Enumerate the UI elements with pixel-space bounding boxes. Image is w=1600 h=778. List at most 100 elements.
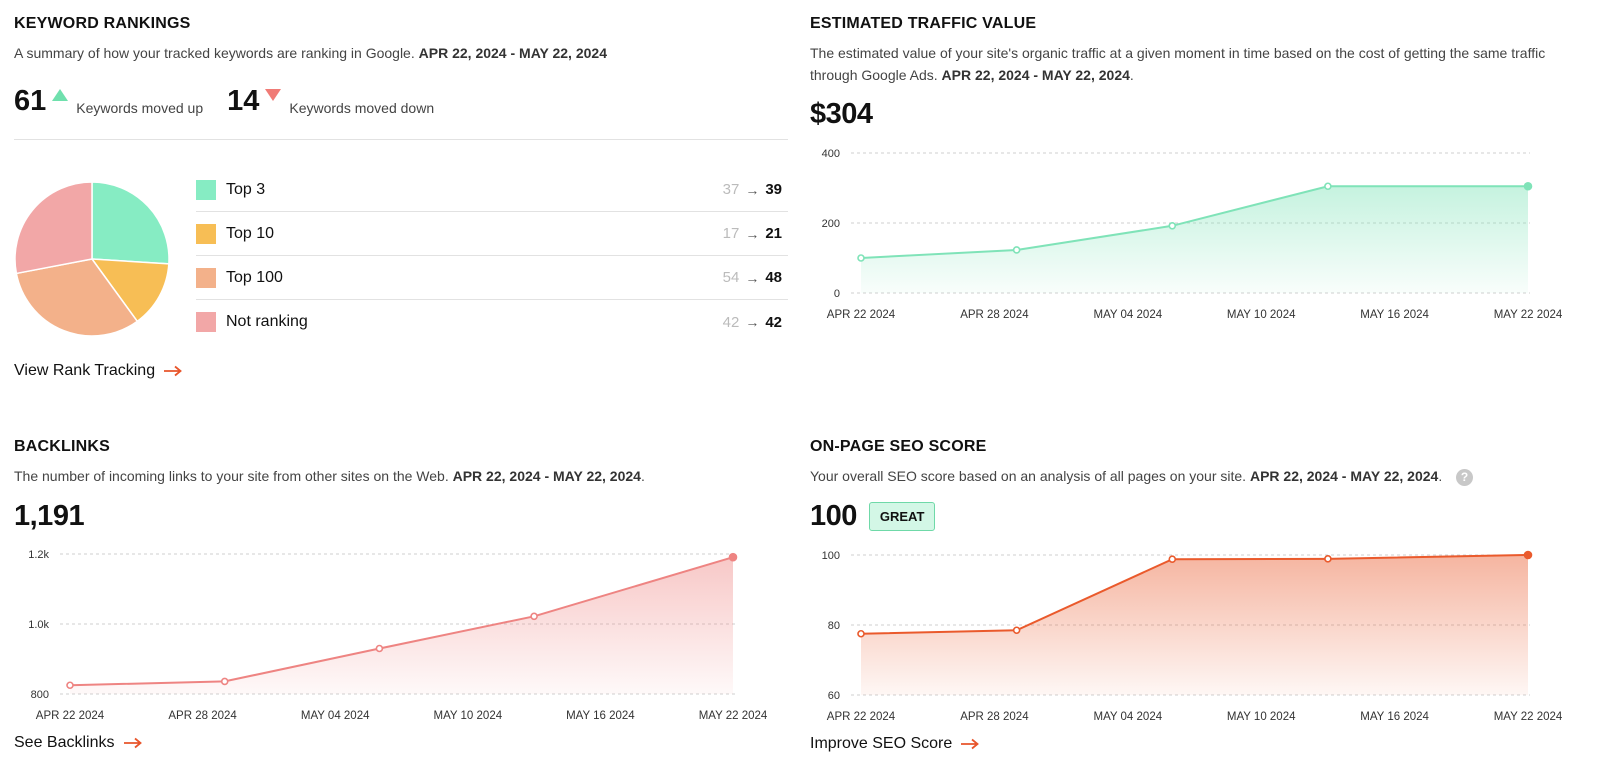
data-point[interactable] — [530, 612, 538, 621]
rank-new-value: 42 — [765, 313, 782, 331]
period: . — [640, 468, 645, 484]
backlinks-panel: BACKLINKS The number of incoming links t… — [14, 438, 790, 778]
x-tick-label: MAY 22 2024 — [1494, 309, 1563, 321]
backlinks-title: BACKLINKS — [14, 438, 111, 455]
y-tick-label: 800 — [31, 689, 49, 701]
keyword-rankings-description: A summary of how your tracked keywords a… — [14, 42, 790, 64]
backlinks-count: 1,191 — [14, 500, 85, 532]
y-tick-label: 1.2k — [28, 549, 49, 561]
x-tick-label: MAY 04 2024 — [1093, 309, 1162, 321]
pie-slice-top-10 — [90, 258, 170, 323]
traffic-value-amount: $304 — [810, 98, 873, 130]
rank-label: Top 3 — [226, 180, 266, 198]
data-point[interactable] — [1324, 182, 1332, 191]
rank-row-top100: Top 100 54 → 48 — [196, 256, 788, 300]
data-point[interactable] — [1523, 181, 1533, 191]
seo-score-row: 100 GREAT — [810, 500, 936, 533]
rank-new-value: 39 — [765, 181, 782, 198]
x-tick-label: APR 22 2024 — [36, 710, 105, 722]
x-tick-label: MAY 10 2024 — [433, 710, 502, 722]
x-tick-label: MAY 16 2024 — [566, 710, 635, 722]
data-point[interactable] — [375, 644, 384, 653]
data-point[interactable] — [857, 254, 865, 262]
top3-swatch — [196, 179, 216, 200]
traffic-date-range: APR 22, 2024 - MAY 22, 2024 — [941, 67, 1130, 83]
arrow-right-icon: → — [745, 181, 760, 198]
rank-label: Top 10 — [226, 224, 275, 242]
x-tick-label: MAY 16 2024 — [1360, 711, 1429, 723]
keyword-rankings-desc-text: A summary of how your tracked keywords a… — [14, 45, 415, 61]
x-tick-label: MAY 10 2024 — [1227, 309, 1296, 321]
data-point[interactable] — [1012, 626, 1021, 635]
rank-old-value: 37 — [722, 181, 740, 198]
moved-down-count: 14 — [227, 85, 260, 117]
moved-down-label: Keywords moved down — [289, 100, 435, 116]
x-tick-label: APR 22 2024 — [827, 711, 896, 723]
y-tick-label: 60 — [828, 690, 840, 702]
traffic-value-title: ESTIMATED TRAFFIC VALUE — [810, 15, 1037, 32]
series-area — [861, 555, 1528, 695]
data-point[interactable] — [1168, 222, 1177, 230]
y-tick-label: 0 — [834, 288, 840, 300]
seo-score-description: Your overall SEO score based on an analy… — [810, 465, 1600, 487]
backlinks-desc-text: The number of incoming links to your sit… — [14, 468, 449, 484]
data-point[interactable] — [220, 677, 229, 686]
keyword-rankings-panel: KEYWORD RANKINGS A summary of how your t… — [14, 15, 790, 395]
seo-score-title: ON-PAGE SEO SCORE — [810, 438, 987, 455]
pie-slice-top-3 — [91, 181, 170, 265]
y-tick-label: 1.0k — [28, 619, 49, 631]
view-rank-tracking-label: View Rank Tracking — [14, 362, 156, 379]
view-rank-tracking-link[interactable]: View Rank Tracking — [14, 362, 183, 380]
seo-date-range: APR 22, 2024 - MAY 22, 2024 — [1249, 468, 1439, 484]
rankings-pie-chart — [14, 181, 170, 337]
x-tick-label: APR 28 2024 — [168, 710, 237, 722]
status-badge: GREAT — [868, 502, 936, 531]
arrow-right-icon — [123, 737, 142, 749]
top10-swatch — [196, 223, 216, 244]
y-tick-label: 400 — [822, 148, 840, 160]
see-backlinks-label: See Backlinks — [14, 734, 115, 751]
rank-label: Top 100 — [226, 268, 283, 286]
traffic-desc-line2: through Google Ads. — [810, 67, 938, 83]
data-point[interactable] — [728, 552, 738, 562]
arrow-right-icon: → — [745, 269, 760, 286]
not-ranking-swatch — [196, 312, 216, 332]
improve-seo-score-label: Improve SEO Score — [810, 735, 953, 752]
improve-seo-score-link[interactable]: Improve SEO Score — [810, 735, 980, 753]
backlinks-date-range: APR 22, 2024 - MAY 22, 2024 — [452, 468, 641, 484]
help-icon[interactable]: ? — [1456, 468, 1474, 486]
data-point[interactable] — [1168, 555, 1177, 564]
see-backlinks-link[interactable]: See Backlinks — [14, 734, 143, 752]
pie-slice-top-100 — [15, 258, 139, 337]
x-tick-label: MAY 04 2024 — [301, 710, 370, 722]
traffic-value-panel: ESTIMATED TRAFFIC VALUE The estimated va… — [810, 15, 1600, 395]
y-tick-label: 100 — [822, 550, 840, 562]
keyword-rankings-title: KEYWORD RANKINGS — [14, 15, 191, 32]
rank-row-top10: Top 10 17 → 21 — [196, 212, 788, 256]
moved-up-label: Keywords moved up — [76, 100, 204, 116]
moved-up-count: 61 — [14, 85, 47, 117]
backlinks-description: The number of incoming links to your sit… — [14, 465, 790, 487]
x-tick-label: APR 28 2024 — [960, 711, 1029, 723]
keyword-rankings-date-range: APR 22, 2024 - MAY 22, 2024 — [418, 45, 607, 61]
x-tick-label: MAY 04 2024 — [1093, 711, 1162, 723]
keyword-moves: 61 Keywords moved up 14 Keywords moved d… — [14, 85, 434, 118]
arrow-right-icon — [164, 365, 183, 377]
rank-old-value: 54 — [722, 269, 740, 286]
data-point[interactable] — [1523, 550, 1533, 560]
period: . — [1438, 468, 1443, 484]
data-point[interactable] — [1012, 246, 1021, 254]
data-point[interactable] — [66, 681, 74, 690]
arrow-down-icon — [265, 89, 282, 101]
seo-score-value: 100 — [810, 500, 857, 532]
arrow-up-icon — [52, 89, 69, 101]
pie-slice-not-ranking — [14, 181, 93, 275]
rank-new-value: 21 — [765, 225, 782, 242]
x-tick-label: APR 28 2024 — [960, 309, 1029, 321]
data-point[interactable] — [1324, 555, 1332, 563]
traffic-value-chart: 0 200 400 APR 22 2024 APR 28 2024 MAY 04 2024… — [822, 148, 1563, 321]
top100-swatch — [196, 267, 216, 288]
data-point[interactable] — [857, 629, 865, 638]
x-tick-label: MAY 10 2024 — [1227, 711, 1296, 723]
x-tick-label: APR 22 2024 — [827, 309, 896, 321]
